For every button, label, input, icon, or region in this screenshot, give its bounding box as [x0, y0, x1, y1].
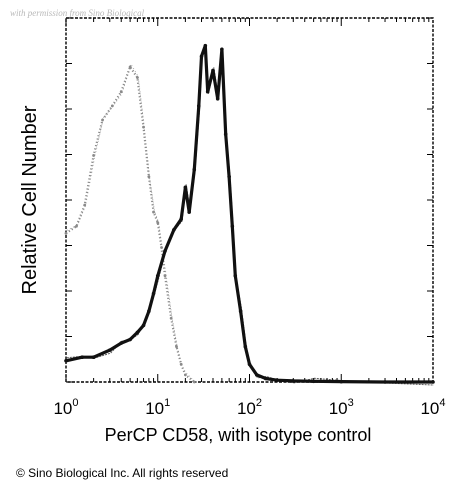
data-point: [141, 323, 146, 328]
data-point: [263, 376, 268, 381]
x-tick-label: 100: [53, 397, 78, 418]
watermark-text: with permission from Sino Biological: [10, 8, 145, 18]
data-point: [192, 380, 196, 384]
data-point: [101, 118, 104, 122]
data-point: [192, 167, 197, 172]
x-tick-labels: 100 101 102 103 104: [53, 397, 445, 418]
data-point: [179, 217, 183, 221]
data-point: [119, 341, 124, 345]
data-point: [75, 224, 78, 228]
data-point: [275, 378, 279, 383]
y-axis-label: Relative Cell Number: [19, 105, 41, 294]
x-tick-label: 101: [145, 397, 170, 418]
data-point: [64, 231, 68, 235]
x-tick-label: 104: [420, 397, 445, 418]
copyright-text: © Sino Biological Inc. All rights reserv…: [16, 466, 229, 480]
series-percp-cd58: [64, 43, 435, 386]
data-point: [220, 47, 224, 52]
data-point: [128, 337, 132, 342]
data-point: [135, 76, 139, 79]
plot-frame: [65, 17, 434, 383]
data-point: [223, 132, 228, 136]
data-point: [160, 246, 163, 249]
data-point: [151, 291, 156, 296]
series-isotype-control: [64, 62, 196, 384]
data-point: [152, 210, 155, 214]
data-point: [83, 203, 87, 207]
x-tick-label: 103: [329, 397, 354, 418]
data-point: [80, 355, 84, 360]
data-point: [311, 379, 316, 384]
data-point: [230, 224, 235, 229]
data-point: [183, 373, 187, 377]
data-point: [175, 345, 178, 348]
data-point: [233, 274, 238, 278]
data-point: [156, 221, 160, 225]
data-point: [128, 65, 132, 69]
data-point: [238, 309, 243, 314]
data-point: [203, 43, 208, 48]
data-point: [91, 355, 96, 360]
data-point: [196, 104, 201, 108]
data-point: [187, 210, 191, 214]
data-point: [147, 175, 151, 179]
data-point: [199, 54, 204, 59]
data-point: [254, 373, 259, 377]
data-point: [119, 90, 123, 94]
axis-ticks: [65, 17, 433, 383]
data-point: [227, 174, 231, 179]
series-texture: [66, 62, 196, 383]
data-point: [169, 316, 173, 320]
data-point: [163, 274, 167, 278]
data-point: [339, 379, 344, 384]
data-point: [179, 362, 183, 366]
data-point: [183, 185, 188, 190]
data-point: [211, 68, 215, 73]
data-point: [147, 309, 151, 314]
data-point: [110, 104, 114, 108]
data-point: [92, 154, 96, 157]
data-point: [431, 380, 435, 384]
data-point: [163, 249, 167, 253]
data-point: [291, 379, 296, 383]
data-point: [215, 97, 220, 101]
data-point: [243, 344, 248, 349]
data-point: [205, 89, 210, 94]
data-point: [172, 227, 176, 232]
series-line: [65, 65, 195, 383]
series-texture: [66, 45, 434, 386]
data-point: [247, 362, 252, 367]
x-tick-label: 102: [237, 397, 262, 418]
data-point: [142, 125, 145, 129]
data-point: [107, 348, 112, 352]
series-line: [65, 44, 433, 384]
data-point: [135, 330, 140, 335]
data-point: [155, 274, 160, 278]
x-axis-label: PerCP CD58, with isotype control: [105, 425, 372, 445]
data-point: [383, 380, 387, 384]
series-layer: [64, 43, 435, 386]
data-point: [64, 358, 68, 363]
